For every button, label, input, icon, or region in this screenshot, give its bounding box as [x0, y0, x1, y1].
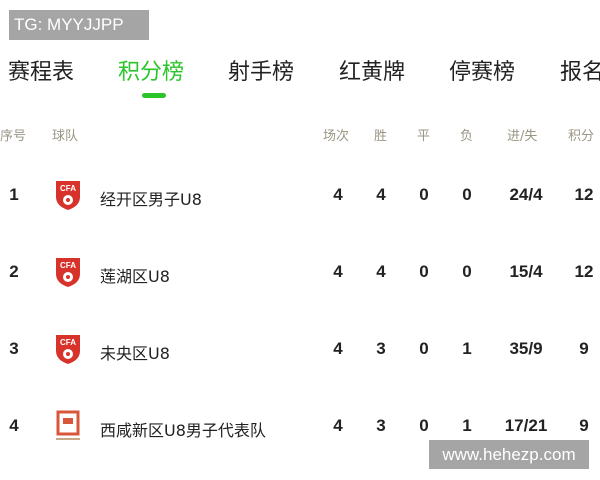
xixian-icon: [56, 410, 80, 440]
points-value: 9: [579, 339, 589, 358]
lost-value: 1: [462, 339, 472, 358]
points-value: 12: [574, 185, 594, 204]
played-value: 4: [333, 262, 343, 281]
header-rank: 序号: [0, 129, 27, 144]
watermark-top: TG: MYYJJPP: [9, 10, 149, 40]
rank: 2: [9, 262, 19, 281]
won-value: 3: [376, 416, 386, 435]
drawn-value: 0: [419, 262, 429, 281]
rank: 4: [9, 416, 19, 435]
drawn-value: 0: [419, 416, 429, 435]
team-name[interactable]: 经开区男子U8: [100, 190, 202, 209]
points-value: 9: [579, 416, 589, 435]
header-lost: 负: [460, 129, 474, 144]
goals-value: 15/4: [509, 262, 543, 281]
cfa-icon: CFA: [56, 335, 80, 364]
won-value: 3: [376, 339, 386, 358]
goals-value: 24/4: [509, 185, 543, 204]
lost-value: 1: [462, 416, 472, 435]
active-tab-indicator: [142, 93, 166, 98]
won-value: 4: [376, 262, 386, 281]
header-goals: 进/失: [507, 129, 538, 144]
drawn-value: 0: [419, 185, 429, 204]
tab-cards[interactable]: 红黄牌: [339, 60, 406, 85]
tab-suspensions[interactable]: 停赛榜: [449, 60, 516, 85]
svg-text:CFA: CFA: [60, 261, 76, 270]
rank: 1: [9, 185, 19, 204]
header-points: 积分: [568, 129, 595, 144]
goals-value: 35/9: [509, 339, 543, 358]
tab-scorers[interactable]: 射手榜: [228, 60, 295, 85]
played-value: 4: [333, 185, 343, 204]
team-name[interactable]: 莲湖区U8: [100, 267, 170, 286]
lost-value: 0: [462, 185, 472, 204]
tab-schedule[interactable]: 赛程表: [8, 60, 75, 85]
played-value: 4: [333, 339, 343, 358]
played-value: 4: [333, 416, 343, 435]
team-name[interactable]: 西咸新区U8男子代表队: [100, 421, 266, 440]
tab-registration[interactable]: 报名: [560, 60, 600, 85]
lost-value: 0: [462, 262, 472, 281]
header-won: 胜: [374, 129, 388, 144]
goals-value: 17/21: [504, 416, 548, 435]
tab-standings[interactable]: 积分榜: [118, 60, 185, 85]
drawn-value: 0: [419, 339, 429, 358]
team-name[interactable]: 未央区U8: [100, 344, 170, 363]
header-drawn: 平: [417, 129, 431, 144]
watermark-bottom: www.hehezp.com: [429, 440, 589, 469]
rank: 3: [9, 339, 19, 358]
header-team: 球队: [52, 129, 79, 144]
cfa-icon: CFA: [56, 258, 80, 287]
cfa-icon: CFA: [56, 181, 80, 210]
won-value: 4: [376, 185, 386, 204]
svg-text:CFA: CFA: [60, 184, 76, 193]
header-played: 场次: [323, 129, 350, 144]
svg-text:CFA: CFA: [60, 338, 76, 347]
points-value: 12: [574, 262, 594, 281]
